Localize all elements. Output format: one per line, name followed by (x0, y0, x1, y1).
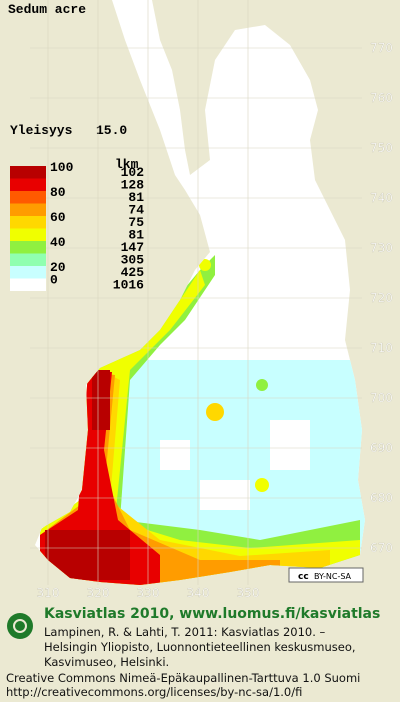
citation-line: Helsingin Yliopisto, Luonnontieteellinen… (44, 640, 356, 654)
license-badge (288, 567, 364, 583)
legend-swatch (10, 241, 46, 254)
northing-label: 680 (370, 491, 393, 505)
license-line: Creative Commons Nimeä-Epäkaupallinen-Ta… (6, 671, 360, 685)
legend-swatch (10, 203, 46, 216)
northing-label: 770 (370, 41, 393, 55)
citation-line: Kasvimuseo, Helsinki. (44, 655, 169, 669)
frequency-label: Yleisyys (10, 123, 73, 138)
northing-label: 710 (370, 341, 393, 355)
legend-swatch (10, 191, 46, 204)
species-title: Sedum acre (8, 2, 86, 17)
logo (7, 613, 33, 639)
license-badge-text: BY-NC-SA (314, 572, 352, 581)
legend-swatch (10, 253, 46, 266)
legend-swatch (10, 278, 46, 291)
legend-scale-label: 0 (50, 273, 58, 288)
northing-label: 750 (370, 141, 393, 155)
legend-count: 75 (128, 215, 144, 230)
legend-scale-label: 20 (50, 260, 66, 275)
legend-swatch (10, 266, 46, 279)
legend-count: 102 (121, 165, 145, 180)
footer: Kasviatlas 2010, www.luomus.fi/kasviatla… (7, 606, 380, 639)
legend-count: 81 (128, 190, 144, 205)
legend-count: 305 (121, 253, 145, 268)
easting-label: 310 (37, 586, 60, 600)
cc-logo: cc (298, 572, 309, 582)
legend-scale-label: 40 (50, 235, 66, 250)
count-header: lkm (115, 157, 139, 172)
legend-swatch (10, 228, 46, 241)
northing-label: 730 (370, 241, 393, 255)
legend-scale-label: 80 (50, 185, 66, 200)
legend-swatch (10, 166, 46, 179)
citation-line: Lampinen, R. & Lahti, T. 2011: Kasviatla… (44, 625, 326, 639)
legend-count: 81 (128, 228, 144, 243)
legend-count: 128 (121, 178, 145, 193)
northing-label: 740 (370, 191, 393, 205)
northing-label: 720 (370, 291, 393, 305)
logo-spiral (13, 619, 27, 633)
legend-count: 425 (121, 265, 145, 280)
footer-heading: Kasviatlas 2010, www.luomus.fi/kasviatla… (44, 606, 380, 622)
frequency-value: 15.0 (96, 123, 127, 138)
easting-label: 340 (187, 586, 210, 600)
easting-label: 330 (137, 586, 160, 600)
legend-count: 1016 (113, 278, 144, 293)
easting-label: 320 (87, 586, 110, 600)
license-line: http://creativecommons.org/licenses/by-n… (6, 685, 302, 699)
northing-label: 700 (370, 391, 393, 405)
legend-scale-label: 100 (50, 160, 74, 175)
legend-count: 74 (128, 203, 144, 218)
northing-label: 670 (370, 541, 393, 555)
legend-swatch (10, 216, 46, 229)
northing-label: 760 (370, 91, 393, 105)
legend-swatch (10, 178, 46, 191)
easting-label: 350 (237, 586, 260, 600)
legend-count: 147 (121, 240, 144, 255)
northing-label: 690 (370, 441, 393, 455)
legend-scale-label: 60 (50, 210, 66, 225)
